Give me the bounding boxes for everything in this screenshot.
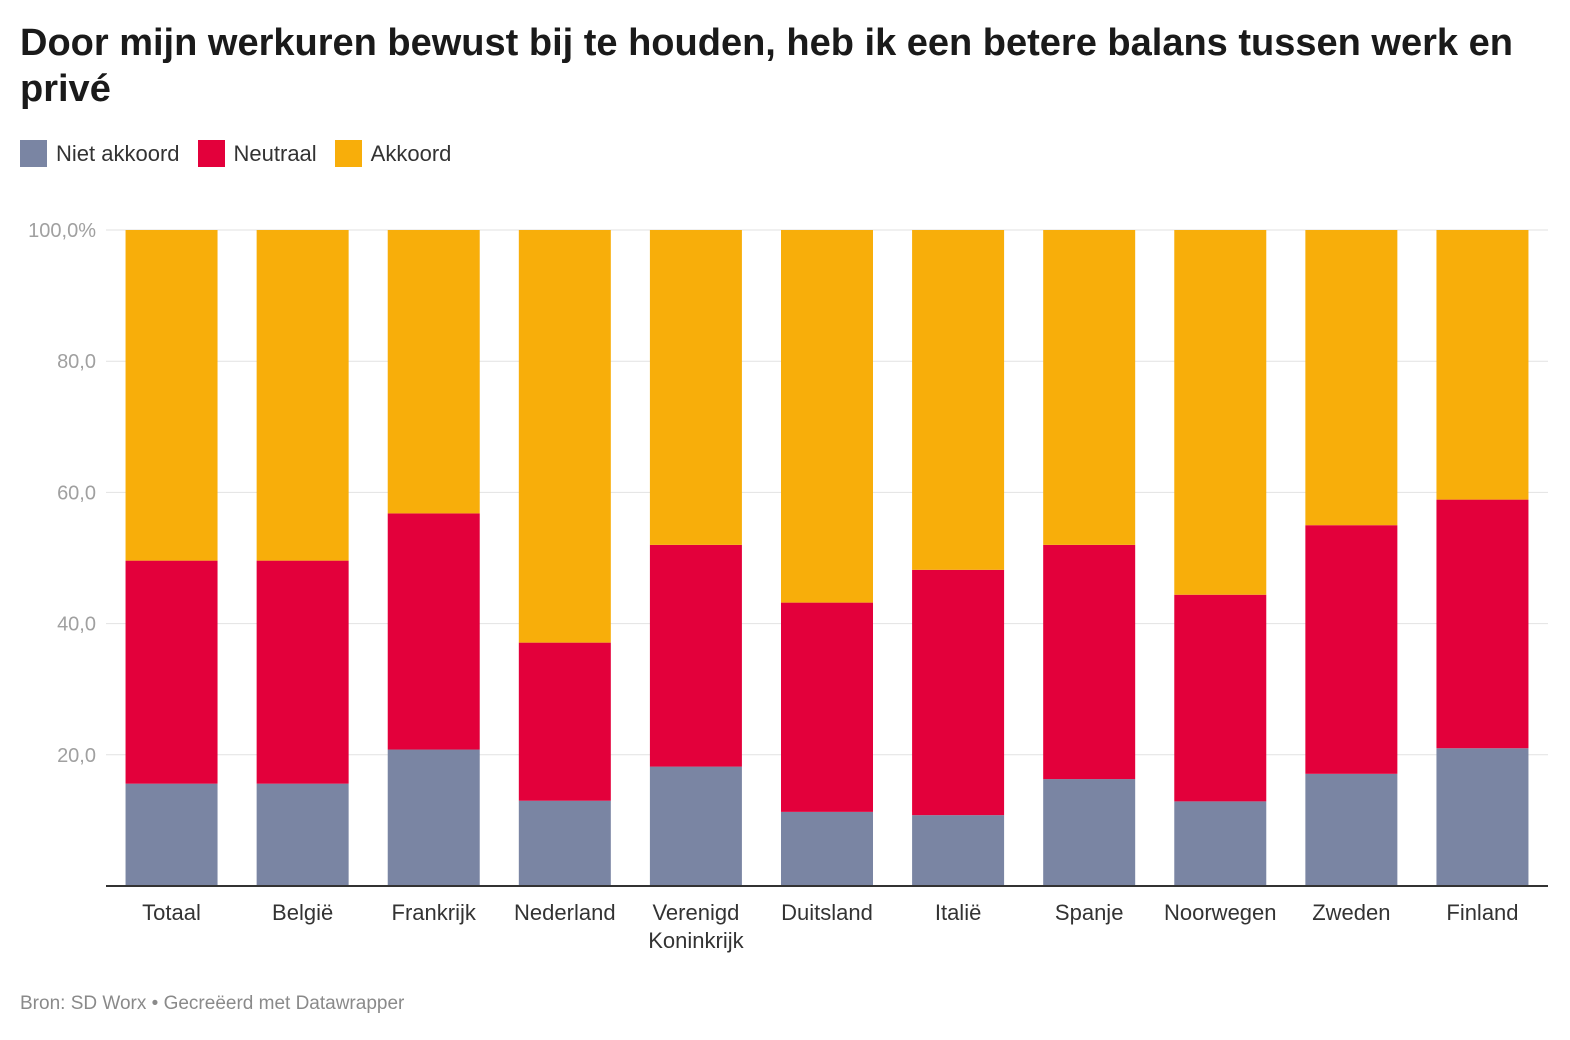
- bar-2-1: [387, 513, 480, 750]
- x-tick-label-1: België: [272, 900, 333, 925]
- bar-7-1: [1043, 544, 1136, 780]
- legend-label-niet-akkoord: Niet akkoord: [56, 140, 180, 166]
- x-tick-label-0: Totaal: [142, 900, 201, 925]
- legend-label-neutraal: Neutraal: [233, 140, 317, 166]
- bar-0-1: [125, 560, 218, 784]
- footer: Bron: SD Worx • Gecreëerd met Datawrappe…: [20, 993, 404, 1015]
- legend-label-akkoord: Akkoord: [370, 140, 452, 166]
- bar-9-1: [1305, 525, 1398, 774]
- legend-item-niet-akkoord: Niet akkoord: [20, 140, 180, 167]
- bar-0-2: [125, 230, 218, 561]
- bar-5-1: [781, 602, 873, 812]
- bar-5-0: [781, 811, 873, 886]
- bar-1-1: [256, 560, 349, 784]
- bar-1-0: [256, 783, 349, 886]
- bar-4-0: [649, 766, 742, 886]
- bar-2-2: [387, 230, 480, 514]
- bar-9-0: [1305, 773, 1398, 886]
- bar-6-0: [912, 815, 1005, 886]
- chart-title: Door mijn werkuren bewust bij te houden,…: [20, 22, 1513, 110]
- bar-3-1: [518, 642, 611, 801]
- x-tick-label-8: Noorwegen: [1164, 900, 1277, 925]
- x-tick-label-2: Frankrijk: [392, 900, 477, 925]
- x-tick-label-10: Finland: [1446, 900, 1518, 925]
- bar-4-1: [649, 544, 742, 767]
- y-tick-label-40: 40,0: [57, 614, 96, 636]
- bar-8-0: [1174, 801, 1267, 886]
- y-tick-label-80: 80,0: [57, 351, 96, 373]
- legend: Niet akkoord Neutraal Akkoord: [20, 140, 469, 167]
- bar-5-2: [781, 230, 873, 603]
- bar-10-2: [1436, 230, 1529, 500]
- y-tick-label-20: 20,0: [57, 745, 96, 767]
- y-tick-label-100: 100,0%: [28, 220, 96, 242]
- bar-4-2: [649, 230, 742, 545]
- legend-swatch-niet-akkoord: [20, 140, 47, 167]
- legend-swatch-akkoord: [334, 140, 362, 167]
- y-tick-label-60: 60,0: [57, 482, 96, 504]
- bar-10-0: [1436, 748, 1529, 886]
- bar-6-1: [912, 569, 1005, 816]
- bar-10-1: [1436, 499, 1529, 749]
- bar-8-2: [1174, 230, 1267, 595]
- x-tick-label-6: Italië: [935, 900, 981, 925]
- credit-label: Gecreëerd met Datawrapper: [163, 993, 405, 1014]
- x-tick-label-9: Zweden: [1312, 900, 1390, 925]
- bar-1-2: [256, 230, 349, 561]
- bar-9-2: [1305, 230, 1398, 526]
- bar-0-0: [125, 783, 218, 886]
- stacked-bar-chart: 20,0 40,0 60,0 80,0 100,0% Totaal België Frankr…: [28, 220, 1548, 953]
- bar-3-0: [518, 800, 611, 886]
- legend-item-neutraal: Neutraal: [197, 140, 317, 167]
- source-label: Bron: SD Worx: [20, 993, 147, 1014]
- bar-2-0: [387, 749, 480, 886]
- x-tick-label-5: Duitsland: [781, 900, 873, 925]
- bar-6-2: [912, 230, 1005, 570]
- bar-8-1: [1174, 594, 1267, 802]
- bar-7-2: [1043, 230, 1136, 545]
- legend-item-akkoord: Akkoord: [334, 140, 452, 167]
- footer-separator: •: [151, 993, 159, 1014]
- legend-swatch-neutraal: [197, 140, 225, 167]
- x-tick-label-7: Spanje: [1055, 900, 1124, 925]
- x-tick-label-4: Verenigd Koninkrijk: [648, 900, 744, 953]
- bar-7-0: [1043, 779, 1136, 886]
- x-tick-label-3: Nederland: [514, 900, 616, 925]
- bar-3-2: [518, 230, 611, 643]
